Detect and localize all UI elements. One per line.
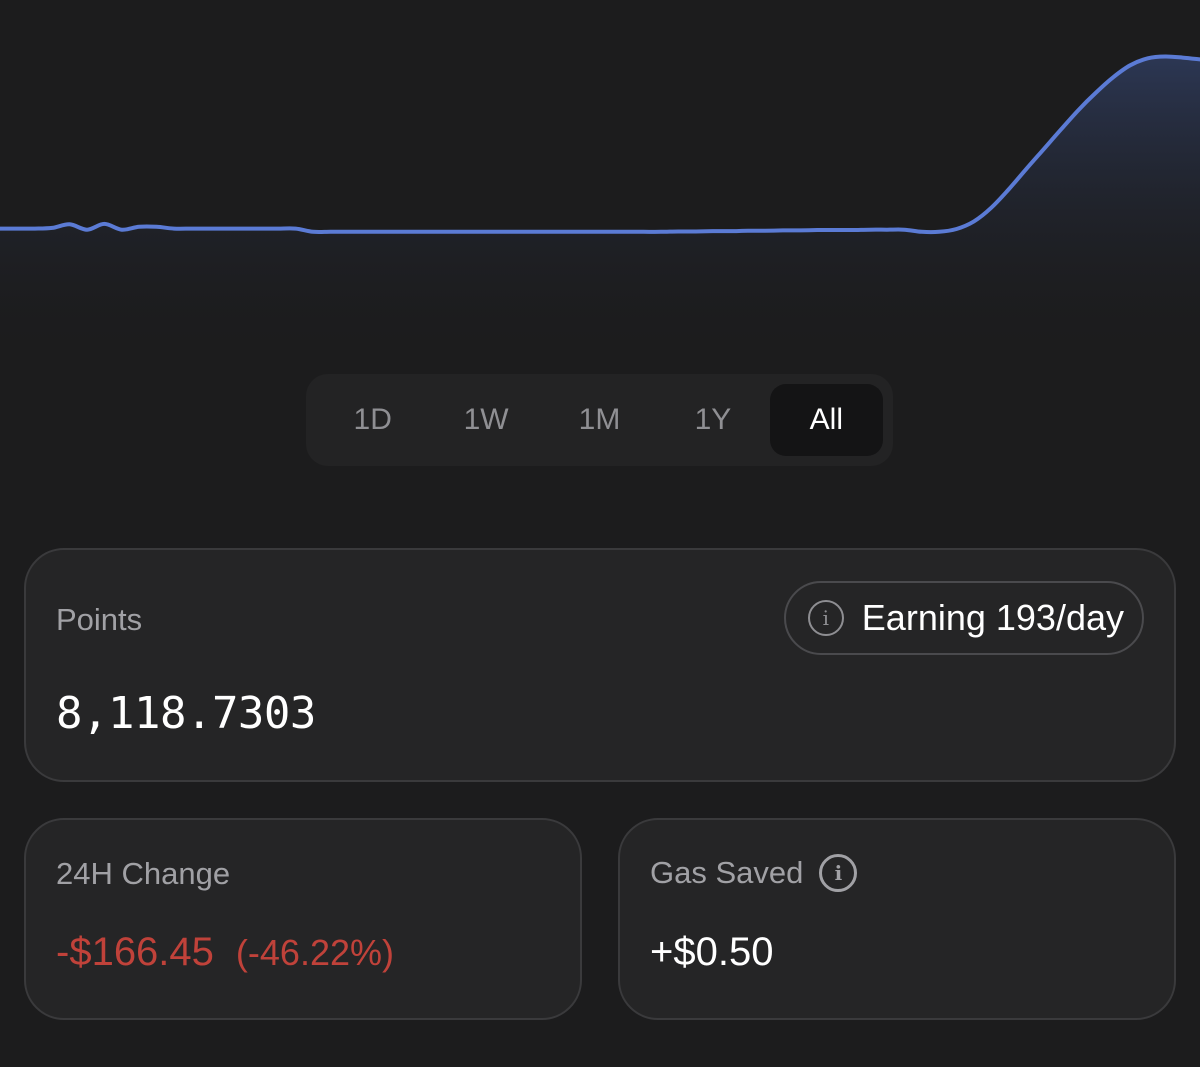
range-tab-all[interactable]: All [769, 384, 884, 456]
info-icon[interactable]: i [819, 854, 858, 892]
time-range-selector: 1D 1W 1M 1Y All [306, 374, 893, 466]
gas-saved-value: +$0.50 [650, 930, 774, 974]
chart-series-line [0, 54, 1200, 235]
gas-saved-label: Gas Saved [650, 855, 804, 890]
points-history-chart [0, 0, 1200, 360]
points-label: Points [56, 602, 143, 637]
chart-area-fill [0, 56, 1200, 360]
range-tab-1d[interactable]: 1D [353, 403, 392, 436]
change-24h-label: 24H Change [56, 856, 231, 891]
gas-saved-header: Gas Saved i [650, 854, 858, 892]
change-24h-percent: (-46.22%) [235, 932, 394, 973]
earning-rate-text: Earning 193/day [861, 597, 1124, 638]
range-tab-1w[interactable]: 1W [463, 403, 509, 436]
change-24h-card: 24H Change -$166.45 (-46.22%) [24, 818, 582, 1020]
gas-saved-card: Gas Saved i +$0.50 [618, 818, 1176, 1020]
points-value: 8,118.7303 [56, 688, 316, 739]
earning-rate-pill[interactable]: i Earning 193/day [783, 581, 1144, 655]
range-tab-1m[interactable]: 1M [578, 403, 621, 436]
chart-svg [0, 54, 1200, 360]
change-24h-amount: -$166.45 [56, 930, 214, 974]
range-tab-1y[interactable]: 1Y [694, 403, 732, 436]
info-circle-icon: i [807, 600, 844, 636]
points-card: Points i Earning 193/day 8,118.7303 [24, 548, 1176, 782]
change-24h-values: -$166.45 (-46.22%) [56, 930, 394, 975]
